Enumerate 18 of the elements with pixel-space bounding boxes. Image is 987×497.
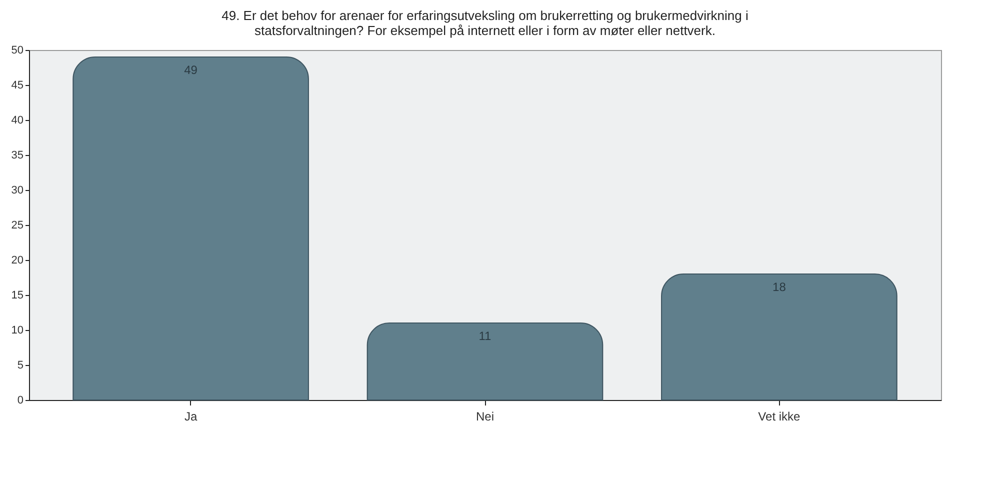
data-label: 11: [478, 329, 492, 343]
y-tick-label: 35: [11, 150, 24, 162]
x-tick-label: Ja: [184, 410, 198, 424]
y-tick-label: 10: [11, 324, 24, 336]
y-tick-label: 45: [11, 80, 24, 92]
y-tick-label: 25: [11, 220, 24, 232]
y-tick-label: 15: [11, 290, 24, 302]
chart-title: 49. Er det behov for arenaer for erfaringsutveksling om brukerretting og brukermedvirkning i statsforvaltningen? For eksempel på internett eller i form av møter eller nettverk.: [222, 8, 748, 38]
data-label: 49: [184, 63, 198, 77]
y-tick-label: 50: [11, 44, 24, 56]
y-tick-label: 5: [17, 360, 24, 372]
x-tick-label: Vet ikke: [758, 410, 801, 424]
y-tick-label: 0: [17, 394, 24, 406]
y-tick-label: 30: [11, 184, 24, 196]
x-tick-label: Nei: [476, 410, 494, 424]
y-tick-label: 20: [11, 254, 24, 266]
data-label: 18: [772, 280, 786, 294]
y-tick-label: 40: [11, 114, 24, 126]
